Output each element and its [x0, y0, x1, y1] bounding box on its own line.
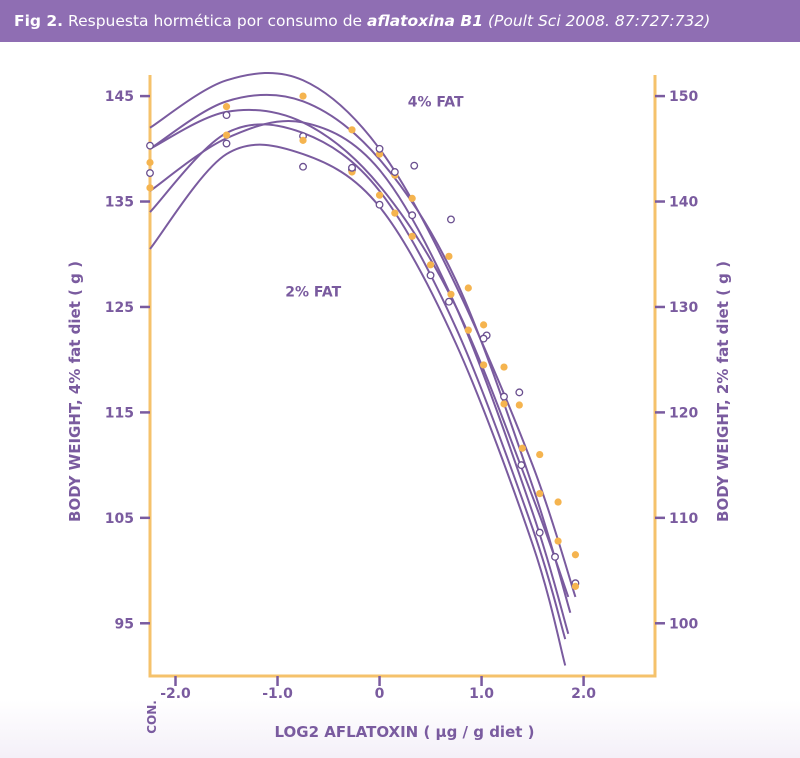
open-point-2pct: [408, 211, 417, 220]
open-point-2pct: [444, 297, 453, 306]
y-axis-label-left: BODY WEIGHT, 4% fat diet ( g ): [66, 261, 84, 522]
open-point-2pct: [551, 552, 559, 561]
right-tick-label: 150: [669, 89, 698, 105]
filled-point-4pct: [554, 498, 562, 506]
open-point-2pct: [146, 169, 154, 178]
open-point-2pct: [479, 334, 488, 343]
filled-point-4pct: [445, 252, 453, 260]
filled-point-2pct: [146, 184, 154, 192]
filled-point-2pct: [571, 582, 580, 590]
x-tick-label: 0: [375, 686, 385, 702]
x-tick-label: 1.0: [469, 686, 494, 702]
figure-caption: Fig 2. Respuesta hormética por consumo d…: [0, 0, 800, 42]
open-point-4pct: [146, 141, 154, 150]
filled-point-2pct: [500, 400, 508, 408]
filled-point-4pct: [515, 401, 523, 409]
fit-curve-4pct: [149, 71, 577, 598]
open-point-4pct: [390, 168, 399, 176]
y-axis-label-right: BODY WEIGHT, 2% fat diet ( g ): [714, 261, 732, 522]
fit-curve-2pct: [149, 123, 567, 640]
figure-number: Fig 2.: [14, 12, 64, 30]
caption-source: (Poult Sci 2008. 87:727:732): [487, 12, 711, 30]
x-tick-label: -2.0: [160, 686, 191, 702]
filled-point-4pct: [571, 551, 580, 559]
annotation-4pct-fat: 4% FAT: [408, 95, 464, 111]
right-tick-label: 140: [669, 195, 698, 211]
filled-point-4pct: [536, 450, 544, 459]
open-point-4pct: [410, 161, 419, 170]
open-point-2pct: [348, 163, 356, 172]
filled-point-4pct: [348, 126, 356, 134]
fit-curve-2pct: [149, 143, 567, 666]
right-tick-label: 130: [669, 300, 698, 316]
filled-point-2pct: [480, 361, 488, 369]
caption-text: Respuesta hormética por consumo de: [68, 12, 363, 30]
open-point-4pct: [375, 144, 384, 153]
filled-point-2pct: [426, 261, 435, 269]
x-tick-label: 2.0: [571, 686, 596, 702]
right-tick-label: 120: [669, 405, 698, 421]
filled-point-2pct: [375, 191, 384, 199]
open-point-4pct: [222, 111, 231, 120]
filled-point-4pct: [146, 158, 154, 167]
open-point-2pct: [517, 461, 526, 470]
left-tick-label: 115: [105, 405, 134, 421]
left-tick-label: 135: [105, 195, 134, 211]
filled-point-2pct: [554, 537, 562, 545]
control-label: CON.: [145, 700, 159, 734]
filled-point-4pct: [408, 194, 416, 202]
annotation-2pct-fat: 2% FAT: [285, 284, 341, 300]
filled-point-2pct: [299, 136, 307, 144]
filled-point-2pct: [408, 232, 416, 240]
filled-point-4pct: [500, 363, 508, 371]
open-point-2pct: [299, 162, 307, 171]
caption-emphasis: aflatoxina B1: [367, 12, 484, 30]
right-tick-label: 100: [669, 616, 698, 632]
filled-point-2pct: [464, 326, 472, 334]
filled-point-4pct: [299, 92, 307, 100]
x-tick-label: -1.0: [262, 686, 293, 702]
open-point-2pct: [500, 392, 508, 401]
left-tick-label: 125: [105, 300, 134, 316]
open-point-2pct: [535, 528, 544, 537]
filled-point-2pct: [447, 290, 455, 298]
filled-point-2pct: [536, 489, 544, 498]
open-point-2pct: [375, 200, 384, 209]
open-point-2pct: [222, 139, 231, 148]
filled-point-2pct: [222, 131, 231, 139]
open-point-4pct: [515, 388, 524, 397]
fit-curve-4pct: [149, 119, 570, 635]
open-point-4pct: [447, 215, 455, 224]
bottom-background: [0, 700, 800, 758]
x-axis-label: LOG2 AFLATOXIN ( µg / g diet ): [274, 723, 534, 741]
filled-point-2pct: [391, 209, 399, 217]
left-tick-label: 95: [115, 616, 134, 632]
left-tick-label: 105: [105, 511, 134, 527]
left-tick-label: 145: [105, 89, 134, 105]
filled-point-4pct: [480, 321, 488, 329]
filled-point-2pct: [518, 444, 526, 452]
right-tick-label: 110: [669, 511, 698, 527]
fit-curve-2pct: [149, 108, 570, 598]
filled-point-4pct: [222, 103, 231, 111]
open-point-2pct: [426, 271, 435, 280]
fit-curve-4pct: [149, 93, 572, 614]
filled-point-4pct: [464, 284, 472, 292]
